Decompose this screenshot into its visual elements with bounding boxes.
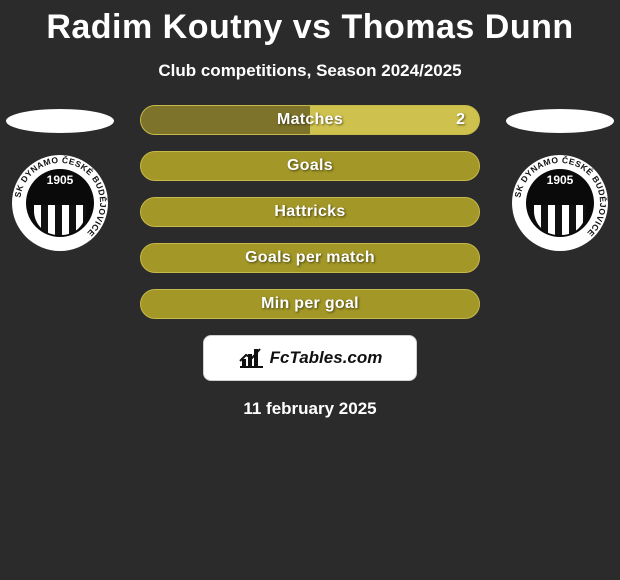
page-title: Radim Koutny vs Thomas Dunn <box>0 0 620 47</box>
brand-chart-icon <box>238 347 264 369</box>
stat-row-matches: Matches 2 <box>140 105 480 135</box>
player-right-placeholder <box>506 109 614 133</box>
club-ring-text-left: SK DYNAMO ČESKÉ BUDĚJOVICE <box>12 155 108 251</box>
date-text: 11 february 2025 <box>0 399 620 419</box>
stat-label: Goals per match <box>141 244 479 272</box>
club-logo-left: SK DYNAMO ČESKÉ BUDĚJOVICE 1905 <box>12 155 108 251</box>
player-right-column: SK DYNAMO ČESKÉ BUDĚJOVICE 1905 <box>500 105 620 251</box>
stat-row-gpm: Goals per match <box>140 243 480 273</box>
stat-value-right: 2 <box>456 106 465 134</box>
club-ring-text-right: SK DYNAMO ČESKÉ BUDĚJOVICE <box>512 155 608 251</box>
stats-bars: Matches 2 Goals Hattricks Goals per matc… <box>140 105 480 319</box>
stat-row-mpg: Min per goal <box>140 289 480 319</box>
subtitle: Club competitions, Season 2024/2025 <box>0 61 620 81</box>
stat-row-hattricks: Hattricks <box>140 197 480 227</box>
player-left-column: SK DYNAMO ČESKÉ BUDĚJOVICE 1905 <box>0 105 120 251</box>
comparison-area: SK DYNAMO ČESKÉ BUDĚJOVICE 1905 SK DYNAM… <box>0 105 620 419</box>
stat-row-goals: Goals <box>140 151 480 181</box>
club-year-left: 1905 <box>47 173 74 187</box>
stat-label: Hattricks <box>141 198 479 226</box>
stat-label: Min per goal <box>141 290 479 318</box>
player-left-placeholder <box>6 109 114 133</box>
brand-text: FcTables.com <box>270 348 383 368</box>
club-logo-right: SK DYNAMO ČESKÉ BUDĚJOVICE 1905 <box>512 155 608 251</box>
stat-label: Goals <box>141 152 479 180</box>
stat-label: Matches <box>141 106 479 134</box>
club-year-right: 1905 <box>547 173 574 187</box>
brand-box: FcTables.com <box>203 335 417 381</box>
